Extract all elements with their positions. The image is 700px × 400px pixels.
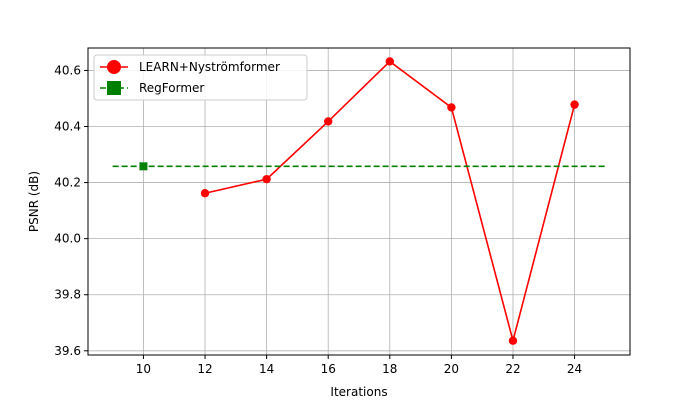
data-point bbox=[262, 175, 271, 184]
data-point bbox=[570, 100, 579, 109]
y-tick-label: 40.4 bbox=[54, 120, 81, 134]
legend: LEARN+Nyströmformer RegFormer bbox=[93, 54, 308, 101]
data-point bbox=[385, 57, 394, 66]
x-tick-label: 16 bbox=[321, 362, 336, 376]
plot-frame bbox=[87, 47, 631, 356]
x-tick-label: 14 bbox=[259, 362, 274, 376]
x-tick-label: 22 bbox=[505, 362, 520, 376]
y-tick-label: 39.8 bbox=[54, 288, 81, 302]
y-tick-label: 40.6 bbox=[54, 63, 81, 77]
y-axis-label: PSNR (dB) bbox=[27, 171, 41, 232]
legend-marker bbox=[107, 60, 121, 74]
data-point bbox=[139, 162, 148, 171]
series-0 bbox=[200, 57, 579, 345]
y-tick-label: 39.6 bbox=[54, 344, 81, 358]
legend-box bbox=[93, 54, 308, 101]
x-axis-label: Iterations bbox=[330, 385, 387, 399]
x-tick-label: 20 bbox=[444, 362, 459, 376]
legend-entry: RegFormer bbox=[100, 81, 204, 95]
x-tick-label: 10 bbox=[136, 362, 151, 376]
legend-entry: LEARN+Nyströmformer bbox=[100, 60, 280, 74]
y-tick-label: 40.2 bbox=[54, 176, 81, 190]
data-point bbox=[200, 189, 210, 198]
x-tick-label: 18 bbox=[382, 362, 397, 376]
y-tick-label: 40.0 bbox=[54, 232, 81, 246]
legend-label: RegFormer bbox=[139, 81, 204, 95]
data-point bbox=[508, 336, 518, 345]
legend-label: LEARN+Nyströmformer bbox=[139, 60, 280, 74]
series-layer bbox=[112, 57, 606, 345]
data-point bbox=[324, 117, 333, 126]
axes: 10 12 14 16 18 20 22 24 39.6 39.8 40.0 40.2 40.4 40.6… bbox=[27, 47, 631, 399]
x-tick-label: 24 bbox=[567, 362, 582, 376]
x-tick-label: 12 bbox=[197, 362, 212, 376]
series-1 bbox=[112, 162, 606, 171]
legend-marker bbox=[107, 81, 121, 95]
data-point bbox=[447, 103, 456, 112]
